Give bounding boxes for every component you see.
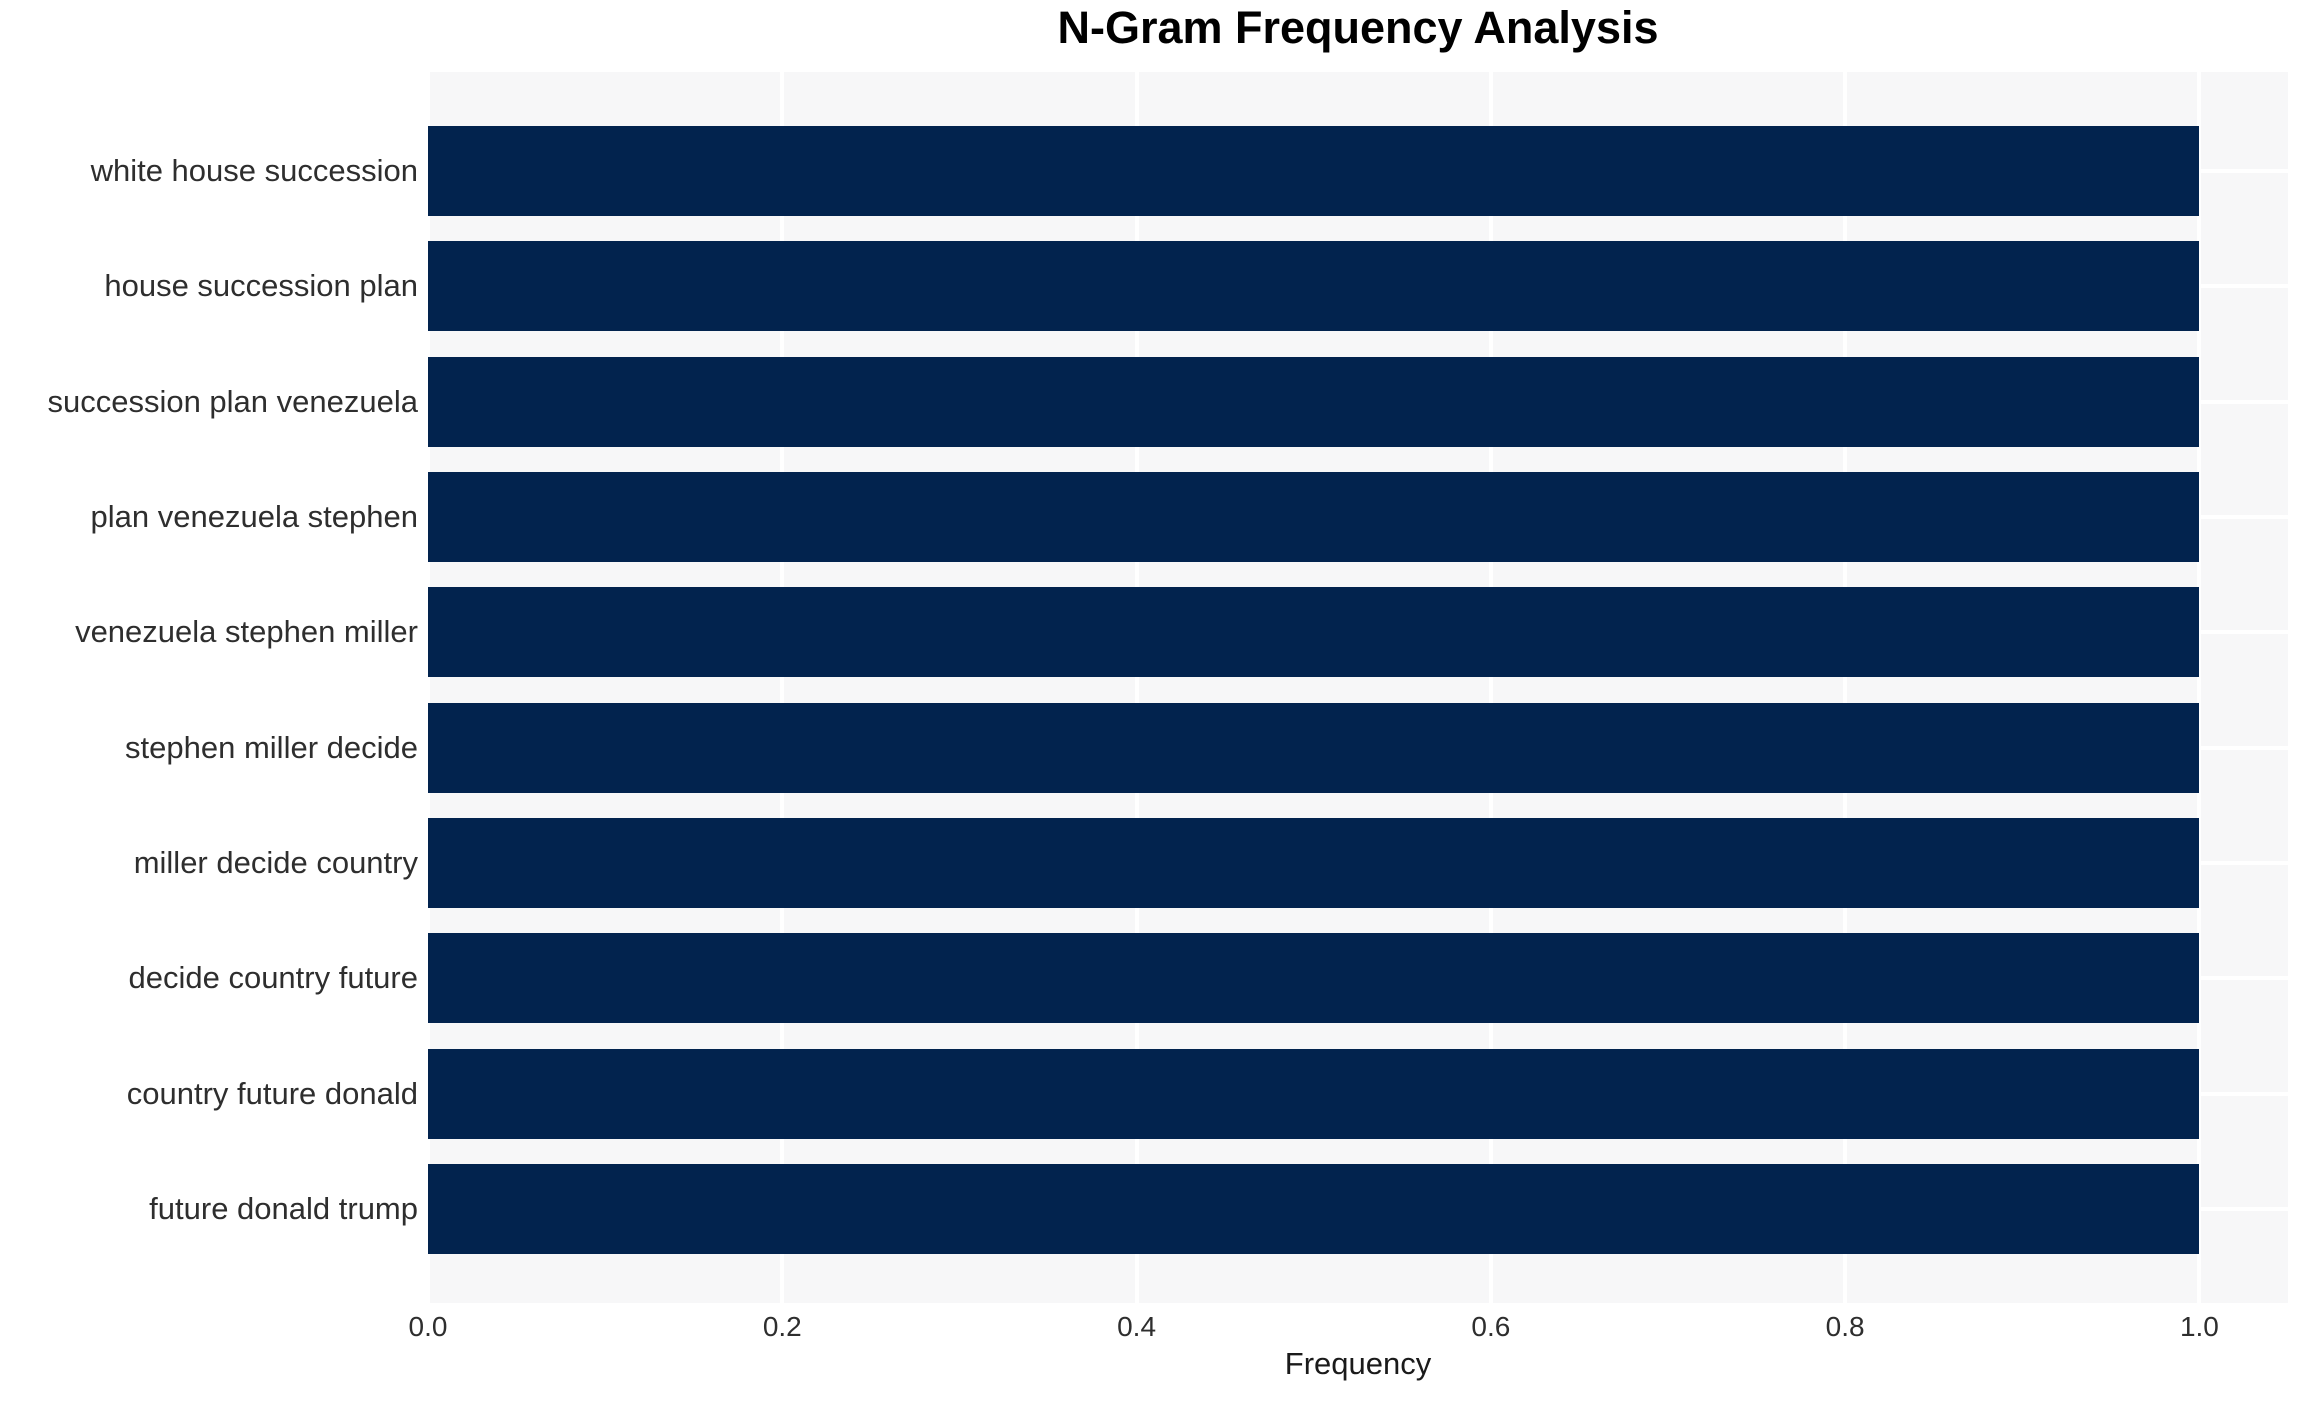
gridline-v: [780, 72, 785, 1303]
y-tick-label: succession plan venezuela: [47, 383, 418, 419]
gridline-v: [1134, 72, 1139, 1303]
y-tick-label: plan venezuela stephen: [90, 498, 418, 534]
y-tick-label: country future donald: [126, 1075, 418, 1111]
gridline-v: [1488, 72, 1493, 1303]
x-tick-label: 0.2: [762, 1311, 802, 1342]
bar: [428, 817, 2200, 908]
y-tick-label: house succession plan: [104, 268, 418, 304]
x-tick-label: 0.0: [408, 1311, 448, 1342]
bar: [428, 587, 2200, 678]
gridline-v: [426, 72, 430, 1303]
gridline-v: [2197, 72, 2202, 1303]
bar: [428, 356, 2200, 447]
x-axis-label: Frequency: [1284, 1346, 1432, 1381]
y-tick-label: white house succession: [90, 153, 418, 188]
x-tick-label: 1.0: [2179, 1311, 2219, 1342]
bar: [428, 702, 2200, 793]
x-tick-label: 0.8: [1825, 1311, 1865, 1342]
bar: [428, 241, 2200, 332]
bar: [428, 933, 2200, 1024]
y-tick-label: stephen miller decide: [125, 729, 418, 765]
x-tick-label: 0.6: [1471, 1311, 1511, 1342]
bar: [428, 126, 2200, 216]
x-tick-label: 0.4: [1117, 1311, 1157, 1342]
chart-title: N-Gram Frequency Analysis: [1057, 2, 1659, 53]
bar: [428, 471, 2200, 562]
bar: [428, 1048, 2200, 1139]
y-tick-label: future donald trump: [149, 1190, 418, 1226]
y-tick-label: venezuela stephen miller: [75, 614, 418, 650]
plot-area: [426, 72, 2288, 1303]
y-tick-label: decide country future: [128, 960, 418, 996]
bar: [428, 1163, 2200, 1254]
y-tick-label: miller decide country: [133, 844, 418, 880]
gridline-v: [1843, 72, 1848, 1303]
